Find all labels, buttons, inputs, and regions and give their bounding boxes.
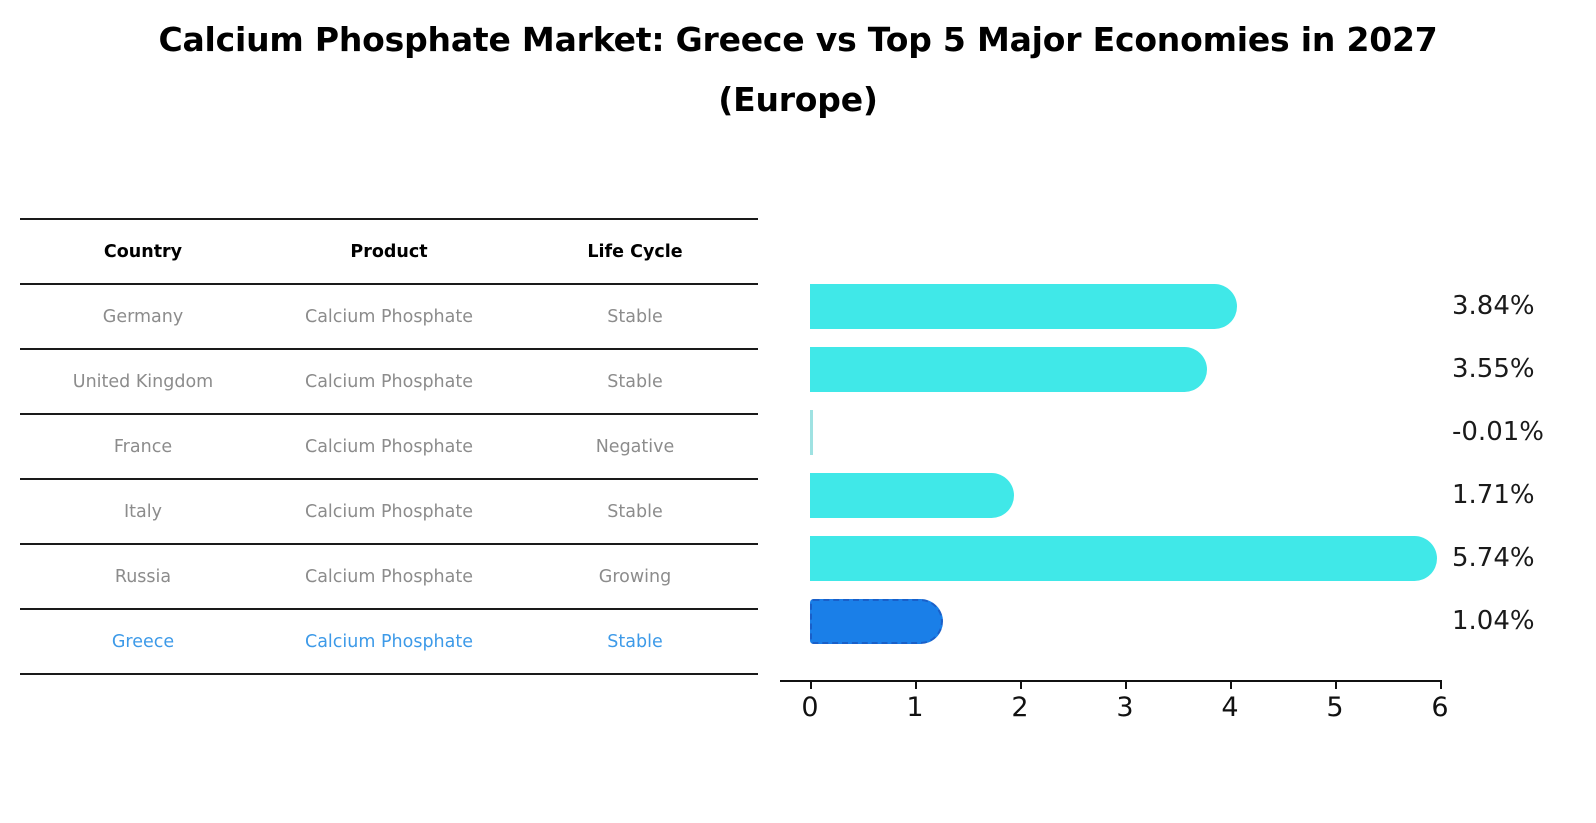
title-line-2: (Europe) xyxy=(718,80,878,119)
bar-value-label: 5.74% xyxy=(1452,543,1535,573)
chart-plot-area: 3.84% 3.55% -0.01% 1.71% 5.74% 1.04% xyxy=(780,275,1544,695)
x-axis-tick-label: 3 xyxy=(1116,692,1134,723)
bar xyxy=(810,347,1207,392)
bar-value-label: 1.04% xyxy=(1452,606,1535,636)
column-header-product: Product xyxy=(350,241,428,262)
bar-row: 3.55% xyxy=(780,338,1535,401)
x-axis-tick xyxy=(1230,680,1232,689)
bar-row: -0.01% xyxy=(780,401,1544,464)
bar-value-label: -0.01% xyxy=(1452,417,1544,447)
cell-life-cycle: Growing xyxy=(598,566,672,587)
bar-highlighted xyxy=(810,599,944,644)
table-row: Russia Calcium Phosphate Growing xyxy=(20,545,758,608)
cell-life-cycle: Stable xyxy=(607,371,663,392)
table-rule-top xyxy=(20,218,758,220)
cell-country: Greece xyxy=(111,631,175,652)
table-header-row: Country Product Life Cycle xyxy=(20,220,758,283)
cell-product: Calcium Phosphate xyxy=(304,371,473,392)
table-rule xyxy=(20,348,758,350)
table-rule-bottom xyxy=(20,673,758,675)
cell-life-cycle: Stable xyxy=(607,501,663,522)
column-header-country: Country xyxy=(103,241,183,262)
table-row: United Kingdom Calcium Phosphate Stable xyxy=(20,350,758,413)
cell-country: France xyxy=(113,436,173,457)
country-table: Country Product Life Cycle Germany Calci… xyxy=(20,218,758,675)
x-axis-tick-label: 5 xyxy=(1326,692,1344,723)
cell-product: Calcium Phosphate xyxy=(304,566,473,587)
bar-value-label: 3.55% xyxy=(1452,354,1535,384)
bar xyxy=(810,473,1014,518)
cell-country: Germany xyxy=(102,306,184,327)
cell-product: Calcium Phosphate xyxy=(304,501,473,522)
cell-country: Russia xyxy=(114,566,172,587)
x-axis-line xyxy=(780,680,1440,682)
bar-row: 3.84% xyxy=(780,275,1535,338)
bar-row: 1.71% xyxy=(780,464,1535,527)
table-rule xyxy=(20,543,758,545)
bar-row: 5.74% xyxy=(780,527,1535,590)
table-rule xyxy=(20,478,758,480)
cell-country: United Kingdom xyxy=(72,371,214,392)
x-axis-tick xyxy=(1335,680,1337,689)
x-axis-tick xyxy=(1125,680,1127,689)
x-axis-tick xyxy=(810,680,812,689)
x-axis-tick-label: 0 xyxy=(801,692,819,723)
cell-life-cycle: Stable xyxy=(607,631,663,652)
cell-product: Calcium Phosphate xyxy=(304,436,473,457)
x-axis-tick xyxy=(1440,680,1442,689)
x-axis-tick-label: 1 xyxy=(906,692,924,723)
bar xyxy=(810,536,1437,581)
table-row: France Calcium Phosphate Negative xyxy=(20,415,758,478)
cell-life-cycle: Negative xyxy=(595,436,675,457)
x-axis-tick xyxy=(1020,680,1022,689)
bar-row: 1.04% xyxy=(780,590,1535,653)
bar-negligible xyxy=(810,410,813,455)
table-rule-header xyxy=(20,283,758,285)
x-axis-tick xyxy=(915,680,917,689)
table-row: Germany Calcium Phosphate Stable xyxy=(20,285,758,348)
bar xyxy=(810,284,1238,329)
cell-country: Italy xyxy=(124,501,162,522)
table-row: Italy Calcium Phosphate Stable xyxy=(20,480,758,543)
title-line-1: Calcium Phosphate Market: Greece vs Top … xyxy=(158,20,1438,59)
table-rule xyxy=(20,608,758,610)
table-row-highlighted: Greece Calcium Phosphate Stable xyxy=(20,610,758,673)
x-axis-tick-label: 2 xyxy=(1011,692,1029,723)
x-axis: 0 1 2 3 4 5 6 xyxy=(780,680,1500,740)
cell-life-cycle: Stable xyxy=(607,306,663,327)
page-title: Calcium Phosphate Market: Greece vs Top … xyxy=(0,10,1596,130)
column-header-life-cycle: Life Cycle xyxy=(587,241,683,262)
cell-product: Calcium Phosphate xyxy=(304,306,473,327)
bar-value-label: 3.84% xyxy=(1452,291,1535,321)
bar-value-label: 1.71% xyxy=(1452,480,1535,510)
x-axis-tick-label: 4 xyxy=(1221,692,1239,723)
table-rule xyxy=(20,413,758,415)
cell-product: Calcium Phosphate xyxy=(304,631,473,652)
x-axis-tick-label: 6 xyxy=(1431,692,1449,723)
